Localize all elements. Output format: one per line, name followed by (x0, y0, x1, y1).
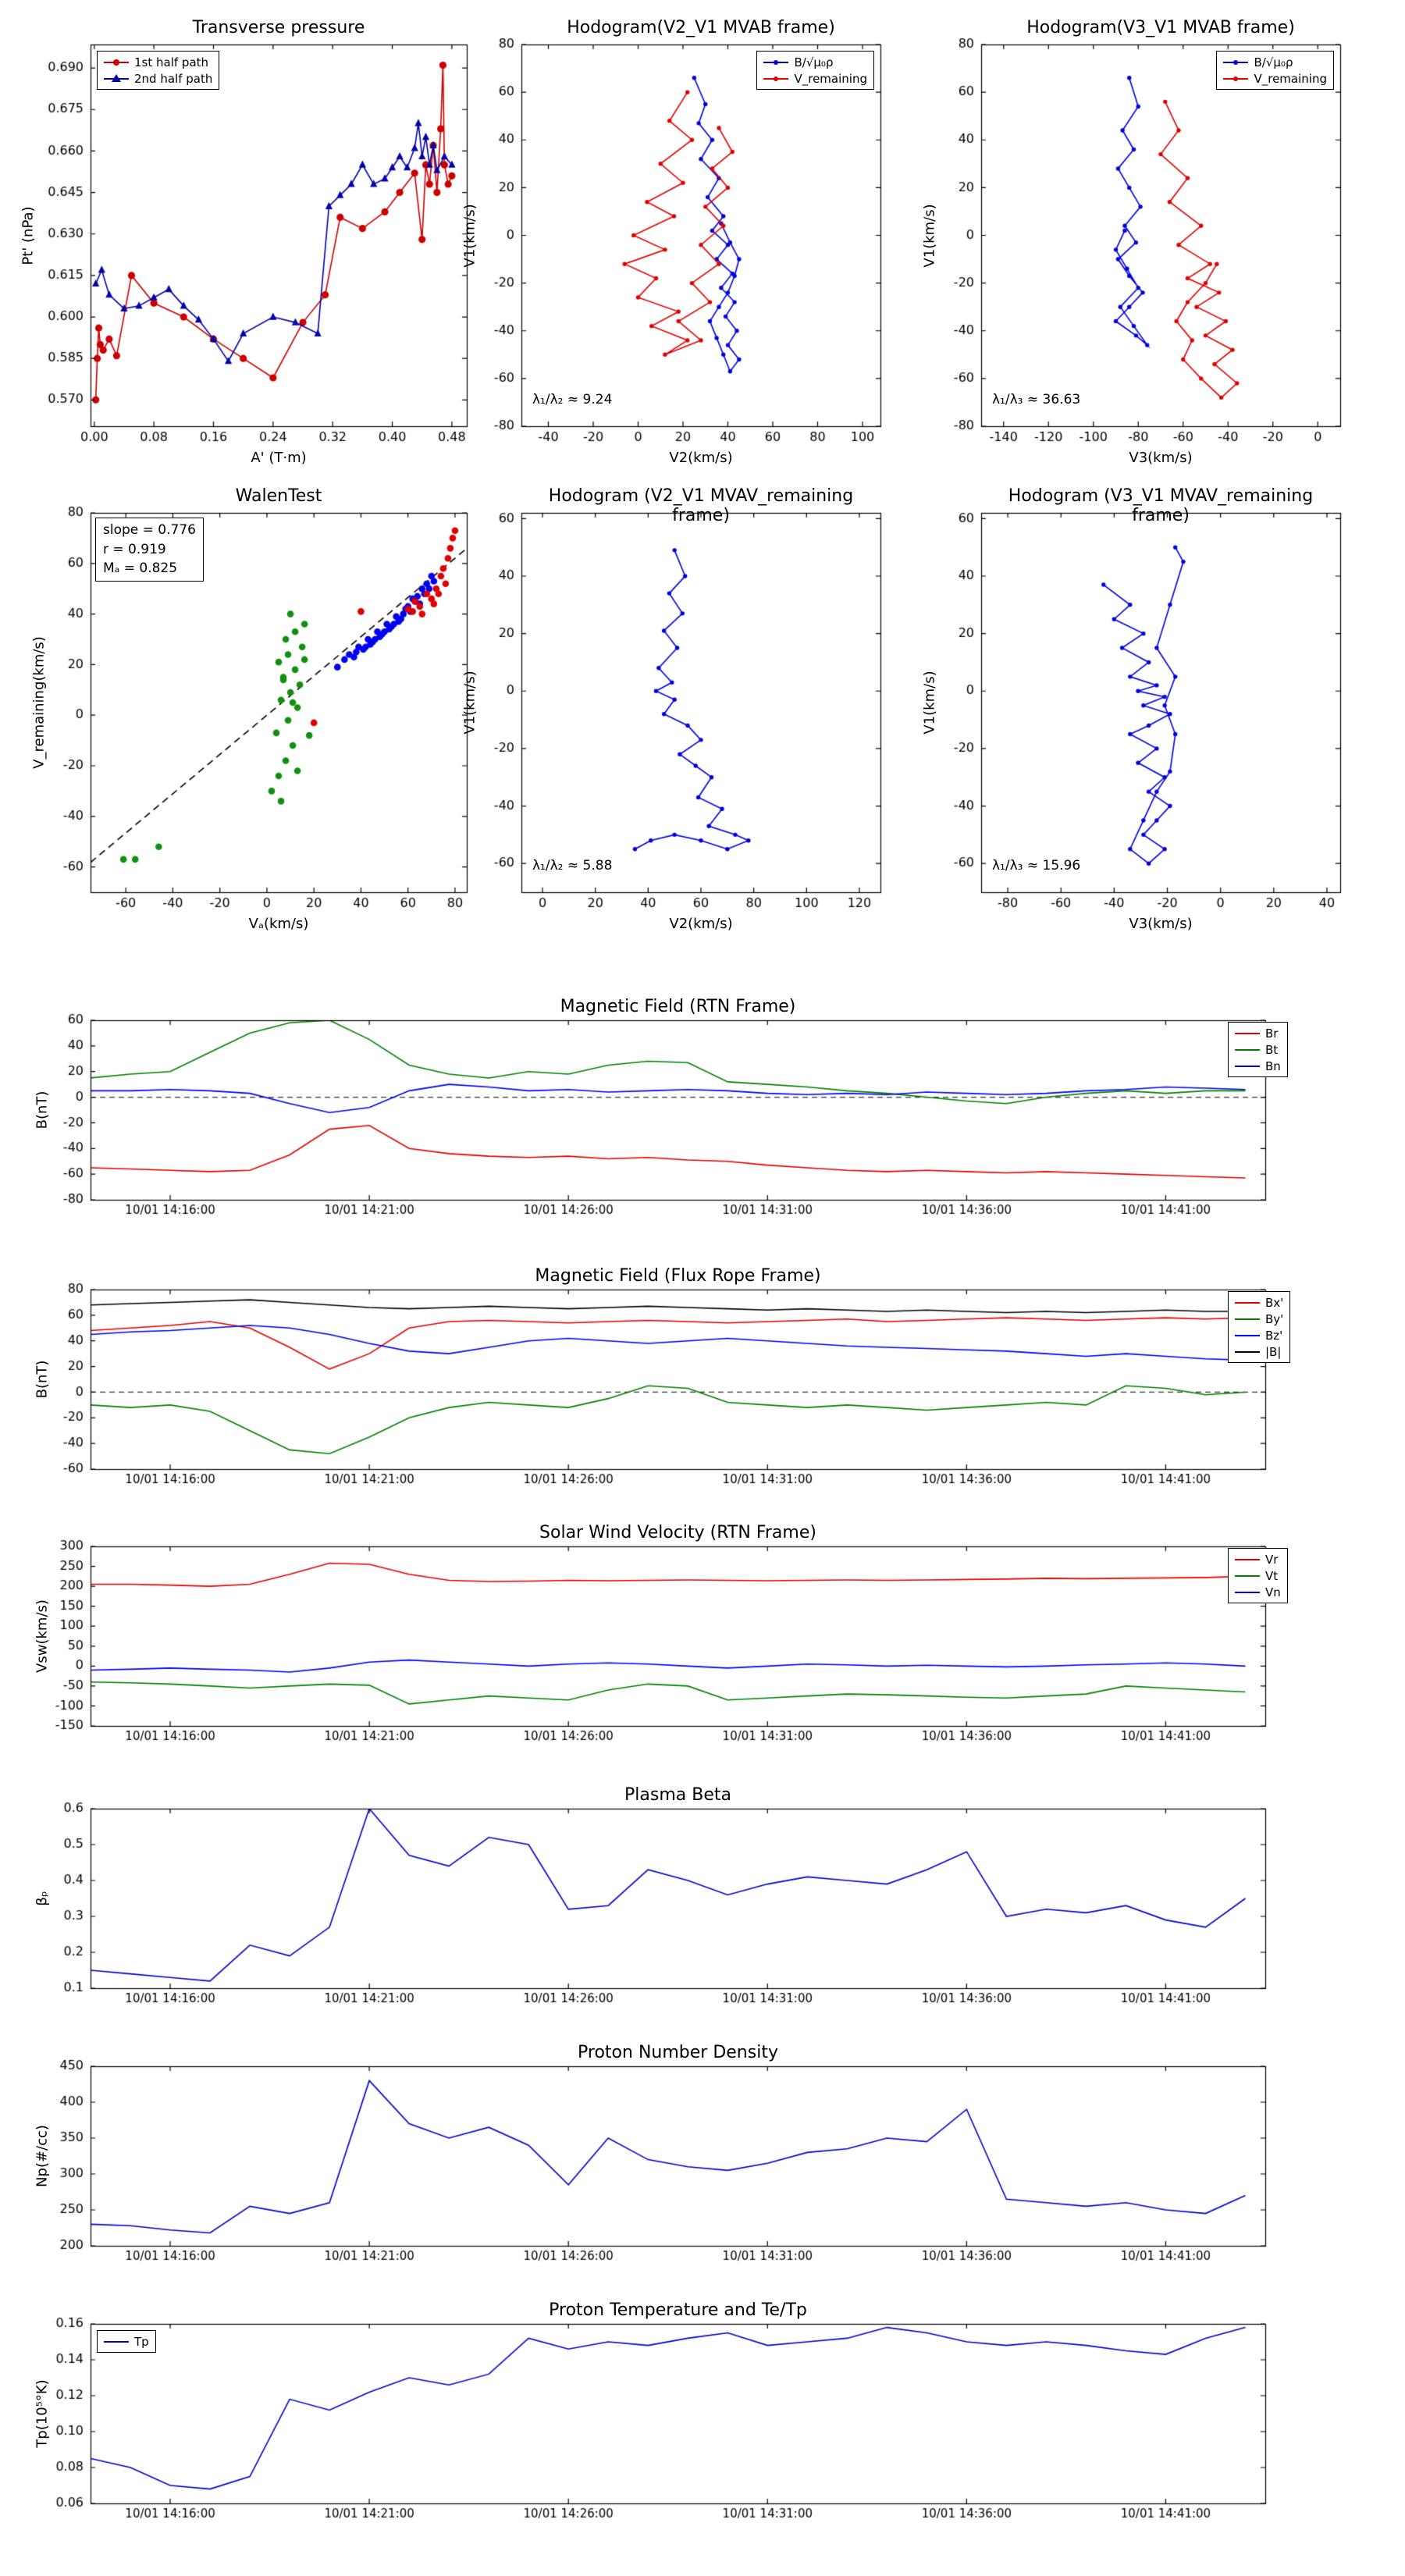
plots-canvas (0, 0, 1405, 2576)
figure-page: { "time_axis": { "xlim": [0, 29.5], "x":… (0, 0, 1405, 2576)
